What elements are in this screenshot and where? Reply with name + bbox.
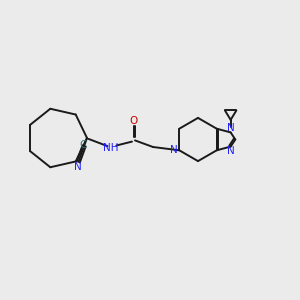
Text: C: C — [79, 140, 86, 150]
Text: NH: NH — [103, 143, 119, 154]
Text: O: O — [129, 116, 138, 126]
Text: N: N — [74, 162, 82, 172]
Text: N: N — [227, 123, 235, 133]
Text: N: N — [170, 145, 178, 155]
Text: N: N — [227, 146, 235, 156]
